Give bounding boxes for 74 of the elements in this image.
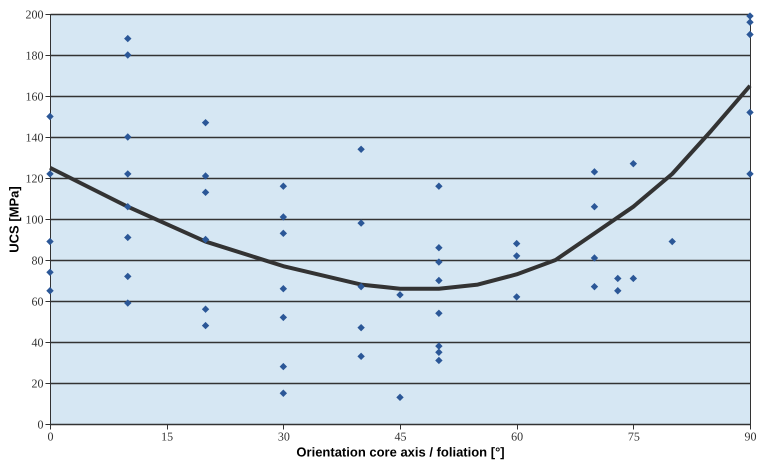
point	[280, 213, 288, 221]
point	[396, 394, 404, 402]
point	[435, 310, 443, 318]
y-tick-label: 0	[38, 418, 44, 432]
y-tick-label: 140	[26, 130, 44, 144]
y-axis-title: UCS [MPa]	[6, 186, 22, 253]
point	[590, 168, 598, 176]
x-tick-label: 15	[161, 430, 174, 444]
y-tick-label: 40	[32, 336, 44, 350]
point	[46, 268, 54, 276]
point	[614, 287, 622, 294]
y-tick-label: 200	[26, 8, 44, 22]
x-tick-label: 0	[48, 430, 54, 444]
x-tick-label: 90	[744, 430, 756, 444]
y-tick-label: 120	[26, 172, 44, 186]
x-tick-label: 30	[278, 430, 290, 444]
point	[668, 238, 676, 246]
point	[746, 108, 754, 116]
point	[357, 219, 365, 227]
point	[280, 314, 288, 322]
point	[124, 202, 132, 210]
point	[280, 362, 288, 370]
x-tick-label: 60	[511, 430, 524, 444]
point	[357, 282, 365, 290]
point	[280, 230, 288, 238]
y-tick-label: 180	[26, 48, 44, 62]
point	[46, 112, 54, 120]
point	[435, 244, 443, 252]
point	[280, 182, 288, 190]
y-tick-label: 100	[26, 212, 44, 226]
point	[512, 240, 520, 248]
point	[396, 291, 404, 299]
y-tick-label: 80	[32, 254, 44, 268]
point	[202, 236, 210, 244]
point	[202, 118, 210, 126]
point	[590, 254, 598, 262]
point	[124, 234, 132, 242]
point	[357, 324, 365, 332]
y-tick-label: 160	[26, 90, 44, 104]
point	[630, 274, 638, 282]
point	[280, 284, 288, 292]
point	[435, 356, 443, 364]
point	[590, 282, 598, 290]
point	[46, 238, 54, 246]
point	[435, 276, 443, 284]
point	[630, 160, 638, 168]
point	[202, 322, 210, 330]
point	[124, 299, 132, 307]
point	[746, 12, 754, 20]
point	[590, 202, 598, 210]
point	[512, 252, 520, 260]
point	[357, 352, 365, 360]
point	[746, 18, 754, 26]
point	[435, 258, 443, 266]
point	[202, 172, 210, 180]
point	[746, 30, 754, 38]
point	[746, 170, 754, 178]
point	[435, 348, 443, 356]
point	[124, 34, 132, 42]
point	[614, 274, 622, 282]
point	[280, 390, 288, 397]
point	[435, 182, 443, 190]
point	[357, 146, 365, 154]
y-tick-label: 60	[32, 294, 44, 308]
point	[202, 188, 210, 196]
point	[124, 170, 132, 178]
point	[512, 293, 520, 301]
point	[124, 272, 132, 280]
point	[202, 305, 210, 313]
x-axis-title: Orientation core axis / foliation [°]	[296, 444, 505, 460]
y-tick-label: 20	[32, 376, 44, 390]
point	[435, 342, 443, 350]
x-tick-label: 75	[628, 430, 640, 444]
x-tick-label: 45	[394, 430, 406, 444]
